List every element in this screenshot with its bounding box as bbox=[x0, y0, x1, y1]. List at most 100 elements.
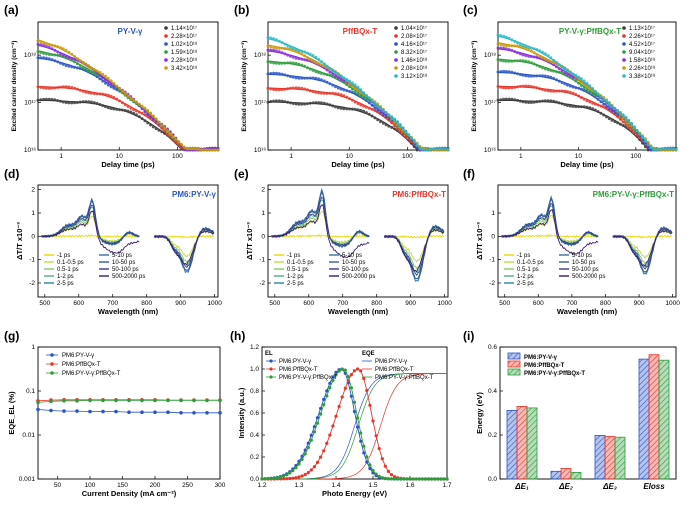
legend-marker bbox=[394, 66, 398, 70]
legend-label: PM6:PY-V-γ bbox=[279, 359, 311, 365]
el-point bbox=[285, 473, 289, 477]
el-point bbox=[331, 379, 335, 383]
x-tick-label: 700 bbox=[107, 300, 118, 307]
legend-label: -1 ps bbox=[57, 253, 70, 259]
el-point bbox=[282, 474, 286, 478]
x-tick-label: 1000 bbox=[437, 300, 452, 307]
el-point bbox=[269, 476, 273, 480]
el-point bbox=[309, 433, 313, 437]
el-point bbox=[322, 397, 326, 401]
legend-marker bbox=[622, 42, 626, 46]
el-point bbox=[260, 477, 264, 481]
legend-label: PM6:PY-V-γ:PffBQx-T bbox=[375, 375, 434, 381]
bar bbox=[526, 407, 538, 480]
legend-label: 2.08×10¹⁷ bbox=[401, 33, 427, 40]
el-label: EL bbox=[265, 351, 273, 357]
x-tick-label: 1.6 bbox=[405, 482, 414, 489]
el-point bbox=[414, 477, 418, 481]
x-tick-label: 10 bbox=[575, 153, 583, 160]
y-tick-label: 10¹⁷ bbox=[484, 100, 496, 107]
legend-marker bbox=[50, 371, 54, 375]
data-point bbox=[36, 407, 40, 412]
y-axis-label: ΔT/T x10⁻³ bbox=[475, 222, 484, 260]
spectrum-line bbox=[501, 234, 673, 239]
el-point bbox=[359, 369, 363, 373]
el-point bbox=[433, 477, 437, 481]
data-point bbox=[524, 74, 528, 78]
el-point bbox=[393, 477, 397, 481]
el-point bbox=[331, 424, 335, 428]
x-axis-label: Wavelength (nm) bbox=[328, 307, 389, 316]
data-point bbox=[527, 101, 531, 104]
legend-label: PM6:PffBQx-T bbox=[375, 367, 414, 373]
y-tick-label: -1 bbox=[29, 257, 35, 264]
legend-label: 10-50 ps bbox=[572, 260, 595, 266]
el-point bbox=[334, 370, 338, 374]
panel-letter: (i) bbox=[463, 329, 474, 343]
x-tick-label: 100 bbox=[85, 482, 96, 489]
legend-marker bbox=[269, 375, 273, 379]
el-point bbox=[309, 438, 313, 442]
legend-label: 1.59×10¹⁸ bbox=[171, 49, 198, 56]
panel-d: (d) 500 600 700 800 900 1000 -2 -1 0 1 2 Wavelength … bbox=[4, 167, 222, 316]
y-tick-label: 1.0 bbox=[250, 366, 259, 373]
el-point bbox=[362, 451, 366, 455]
el-point bbox=[300, 474, 304, 478]
el-point bbox=[356, 425, 360, 429]
el-point bbox=[319, 412, 323, 416]
y-tick-label: 0.2 bbox=[488, 432, 497, 439]
x-tick-label: 300 bbox=[215, 482, 226, 489]
x-tick-label: 1.5 bbox=[368, 482, 377, 489]
el-point bbox=[312, 430, 316, 434]
el-point bbox=[386, 477, 390, 481]
el-point bbox=[309, 468, 313, 472]
x-tick-label: 500 bbox=[39, 300, 50, 307]
legend-label: PM6:PffBQx-T bbox=[62, 362, 101, 368]
el-point bbox=[383, 464, 387, 468]
y-tick-label: 1 bbox=[31, 210, 35, 217]
data-point bbox=[507, 86, 511, 90]
data-point bbox=[62, 409, 66, 413]
legend-label: PM6:PY-V-γ bbox=[375, 359, 407, 365]
el-point bbox=[430, 477, 434, 481]
legend-label: PM6:PffBQx-T bbox=[279, 367, 318, 373]
x-tick-label: 700 bbox=[337, 300, 348, 307]
el-point bbox=[322, 403, 326, 407]
el-point bbox=[396, 477, 400, 481]
x-axis-label: Current Density (mA cm⁻²) bbox=[82, 489, 177, 498]
el-point bbox=[328, 386, 332, 390]
y-tick-label: 2 bbox=[31, 187, 35, 194]
y-axis-label: Energy (eV) bbox=[475, 392, 484, 434]
el-point bbox=[352, 410, 357, 414]
legend-marker bbox=[50, 353, 54, 357]
el-point bbox=[303, 448, 307, 452]
legend-marker bbox=[622, 58, 626, 62]
x-axis-label: Wavelength (nm) bbox=[98, 307, 159, 316]
bar bbox=[604, 436, 616, 480]
el-point bbox=[380, 457, 384, 461]
el-point bbox=[306, 445, 310, 450]
legend-swatch bbox=[507, 360, 521, 368]
el-point bbox=[328, 433, 332, 437]
y-tick-label: 0.0 bbox=[488, 476, 497, 483]
data-point bbox=[529, 101, 533, 104]
y-axis-label: EQE_EL (%) bbox=[7, 391, 16, 435]
series-5 bbox=[36, 39, 220, 152]
spectrum-line bbox=[501, 209, 673, 267]
y-tick-label: 0.6 bbox=[250, 410, 259, 417]
data-point bbox=[67, 101, 71, 105]
el-point bbox=[325, 389, 329, 393]
el-point bbox=[349, 386, 353, 390]
el-point bbox=[380, 476, 384, 480]
x-tick-label: 150 bbox=[117, 482, 128, 489]
x-tick-label: 800 bbox=[600, 300, 611, 307]
bar bbox=[658, 359, 670, 480]
data-point bbox=[317, 91, 321, 95]
el-point bbox=[374, 472, 378, 476]
legend-label: 500-2000 ps bbox=[572, 274, 605, 280]
el-point bbox=[337, 369, 341, 373]
legend-label: 2.26×10¹⁷ bbox=[629, 33, 655, 40]
legend-marker bbox=[622, 66, 626, 70]
